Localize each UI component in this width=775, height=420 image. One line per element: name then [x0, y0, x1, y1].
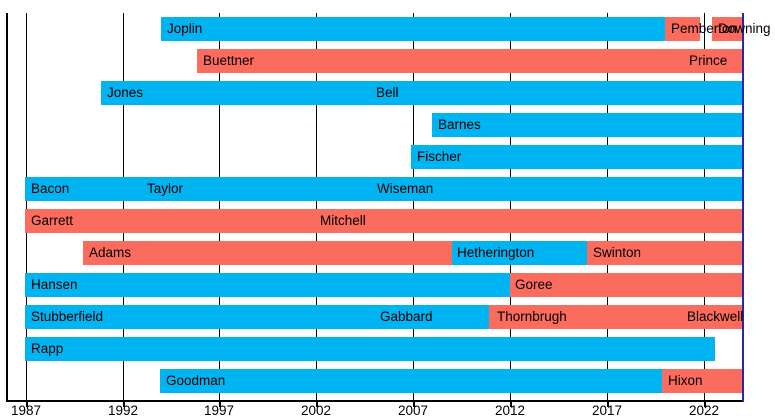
year-gridline — [219, 13, 221, 402]
timeline-bar-segment — [411, 145, 743, 169]
axis-tick-label: 2012 — [494, 403, 526, 418]
x-axis-baseline — [6, 400, 744, 402]
officeholder-label: Pemberton — [671, 21, 738, 36]
officeholder-label: Taylor — [147, 181, 184, 196]
officeholder-label: Hetherington — [457, 245, 535, 260]
axis-tick — [510, 401, 512, 407]
timeline-bar-segment — [25, 177, 743, 201]
officeholder-label: Bacon — [31, 181, 70, 196]
timeline-bar-segment — [662, 369, 743, 393]
timeline-bar-segment — [489, 305, 743, 329]
officeholder-label: Adams — [89, 245, 132, 260]
y-axis-left-spine — [6, 13, 8, 402]
timeline-bar-segment — [25, 337, 715, 361]
axis-tick-label: 2022 — [688, 403, 720, 418]
timeline-bar-segment — [25, 209, 743, 233]
axis-tick — [413, 401, 415, 407]
timeline-bar-segment — [510, 273, 743, 297]
axis-tick-label: 2007 — [397, 403, 429, 418]
officeholder-label: Swinton — [593, 245, 642, 260]
officeholder-label: Joplin — [167, 21, 203, 36]
year-gridline — [704, 13, 706, 402]
timeline-bar-segment — [161, 17, 665, 41]
timeline-bar-segment — [25, 273, 510, 297]
year-gridline — [316, 13, 318, 402]
axis-tick-label: 1997 — [203, 403, 235, 418]
axis-tick — [219, 401, 221, 407]
officeholder-label: Goree — [515, 277, 553, 292]
year-gridline — [510, 13, 512, 402]
year-gridline — [413, 13, 415, 402]
timeline-bar-segment — [587, 241, 743, 265]
officeholder-label: Mitchell — [320, 213, 366, 228]
officeholder-label: Gabbard — [380, 309, 433, 324]
axis-tick — [607, 401, 609, 407]
officeholder-label: Jones — [107, 85, 144, 100]
present-day-marker-line — [742, 13, 744, 402]
officeholder-label: Buettner — [203, 53, 255, 68]
officeholder-label: Fischer — [417, 149, 462, 164]
timeline-bar-segment — [101, 81, 743, 105]
axis-tick — [26, 401, 28, 407]
officeholder-label: Rapp — [31, 341, 64, 356]
officeholder-label: Hixon — [668, 373, 703, 388]
axis-tick-label: 1992 — [107, 403, 139, 418]
axis-tick-label: 1987 — [10, 403, 42, 418]
year-gridline — [607, 13, 609, 402]
officeholder-label: Bell — [376, 85, 399, 100]
timeline-bar-segment — [25, 305, 489, 329]
year-gridline — [26, 13, 28, 402]
officeholder-label: Wiseman — [377, 181, 434, 196]
axis-tick — [123, 401, 125, 407]
timeline-bar-segment — [452, 241, 587, 265]
year-gridline — [123, 13, 125, 402]
officeholder-label: Barnes — [438, 117, 481, 132]
timeline-bar-segment — [160, 369, 662, 393]
timeline-bar-segment — [712, 17, 742, 41]
timeline-bar-segment — [665, 17, 700, 41]
officeholder-label: Garrett — [31, 213, 74, 228]
axis-tick-label: 2002 — [300, 403, 332, 418]
officeholder-label: Stubberfield — [31, 309, 104, 324]
axis-tick — [704, 401, 706, 407]
axis-tick — [316, 401, 318, 407]
officeholder-label: Prince — [689, 53, 728, 68]
timeline-bar-segment — [83, 241, 452, 265]
officeholder-label: Hansen — [31, 277, 78, 292]
timeline-bar-segment — [197, 49, 743, 73]
timeline-bar-segment — [432, 113, 743, 137]
officeholder-label: Blackwell — [687, 309, 744, 324]
officeholder-label: Downing — [718, 21, 771, 36]
axis-tick-label: 2017 — [591, 403, 623, 418]
officeholder-label: Goodman — [166, 373, 226, 388]
officeholder-label: Thornbrugh — [497, 309, 567, 324]
